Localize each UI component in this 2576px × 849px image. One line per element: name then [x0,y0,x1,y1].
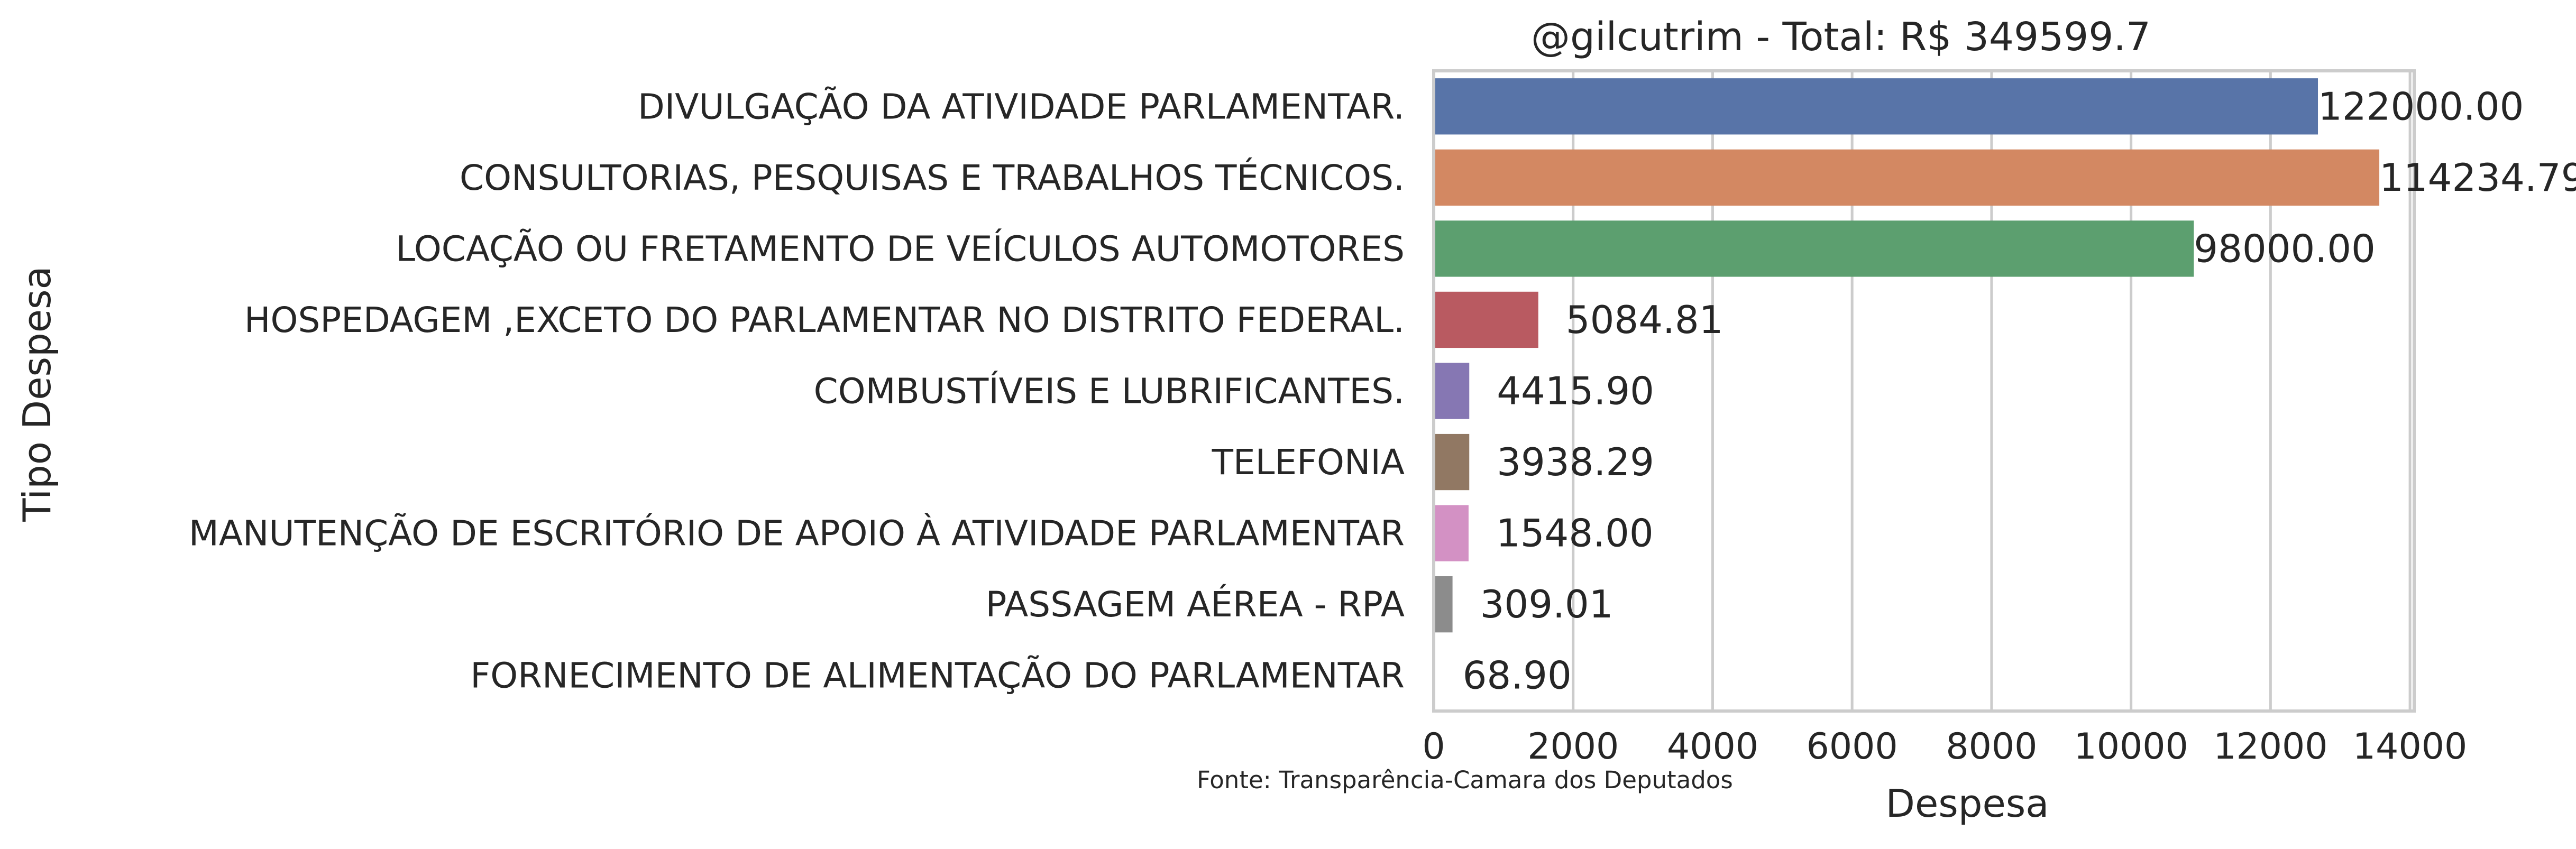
x-axis-label: Despesa [1886,781,2049,826]
x-tick-label: 14000 [2353,726,2467,768]
source-note: Fonte: Transparência-Camara dos Deputado… [1197,766,1733,794]
y-tick-label: CONSULTORIAS, PESQUISAS E TRABALHOS TÉCN… [460,157,1405,198]
y-axis-label: Tipo Despesa [15,266,59,522]
bar-value-label: 3938.29 [1497,440,1654,484]
x-tick-label: 0 [1422,726,1445,768]
x-tick-label: 8000 [1946,726,2037,768]
bar [1434,78,2318,134]
bar-value-label: 309.01 [1480,582,1614,626]
chart-title: @gilcutrim - Total: R$ 349599.7 [1531,14,2151,60]
bar-value-label: 114234.79 [2379,155,2576,200]
bar-value-label: 68.90 [1463,653,1572,698]
y-tick-labels: DIVULGAÇÃO DA ATIVIDADE PARLAMENTAR. CONS… [189,86,1405,696]
bar [1434,150,2379,206]
y-tick-label: DIVULGAÇÃO DA ATIVIDADE PARLAMENTAR. [638,86,1405,127]
x-tick-label: 2000 [1527,726,1619,768]
bar [1434,363,1469,419]
x-tick-label: 6000 [1807,726,1898,768]
bar-value-label: 1548.00 [1496,511,1654,556]
bar-value-label: 98000.00 [2194,226,2376,271]
y-tick-label: PASSAGEM AÉREA - RPA [986,584,1405,625]
bar [1434,576,1453,632]
y-tick-label: MANUTENÇÃO DE ESCRITÓRIO DE APOIO À ATIV… [189,513,1405,554]
y-tick-label: COMBUSTÍVEIS E LUBRIFICANTES. [814,371,1405,412]
bar [1434,292,1538,348]
bar-value-label: 5084.81 [1566,298,1724,342]
bar [1434,220,2194,276]
y-tick-label: HOSPEDAGEM ,EXCETO DO PARLAMENTAR NO DIS… [244,300,1405,340]
bar-value-label: 122000.00 [2318,84,2524,128]
y-tick-label: LOCAÇÃO OU FRETAMENTO DE VEÍCULOS AUTOMO… [396,228,1405,269]
x-tick-label: 12000 [2213,726,2327,768]
bar [1434,434,1469,490]
x-tick-labels: 0 2000 4000 6000 8000 10000 12000 14000 [1422,726,2467,768]
y-tick-label: FORNECIMENTO DE ALIMENTAÇÃO DO PARLAMENT… [470,656,1405,696]
bar-value-label: 4415.90 [1497,369,1654,413]
x-tick-label: 4000 [1667,726,1758,768]
y-tick-label: TELEFONIA [1212,442,1405,483]
bar [1434,505,1469,561]
x-tick-label: 10000 [2074,726,2188,768]
